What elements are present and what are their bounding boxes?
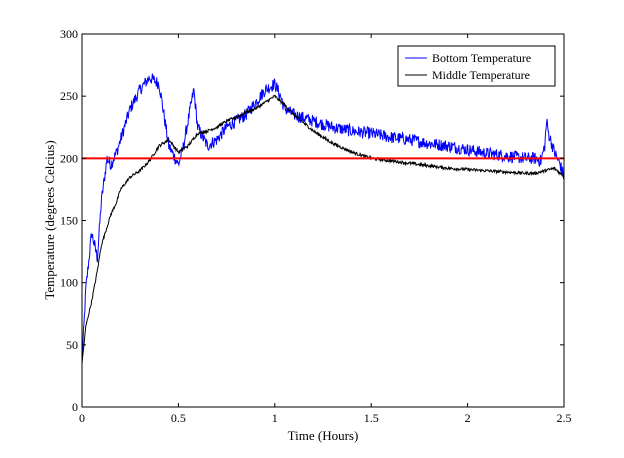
x-axis-label: Time (Hours) [288, 428, 359, 443]
legend: Bottom Temperature Middle Temperature [397, 45, 556, 87]
y-tick-label: 200 [60, 151, 78, 165]
y-tick-label: 100 [60, 276, 78, 290]
legend-label-middle: Middle Temperature [432, 68, 530, 82]
x-tick-label: 0.5 [171, 411, 186, 425]
legend-box [397, 45, 556, 87]
x-tick-label: 2 [465, 411, 471, 425]
x-tick-label: 2.5 [557, 411, 572, 425]
y-axis-label: Temperature (degrees Celcius) [42, 140, 57, 299]
y-tick-label: 0 [72, 400, 78, 414]
series-layer [82, 73, 564, 364]
y-tick-label: 150 [60, 214, 78, 228]
y-tick-label: 300 [60, 27, 78, 41]
legend-label-bottom: Bottom Temperature [432, 51, 531, 65]
x-tick-label: 0 [79, 411, 85, 425]
x-tick-label: 1 [272, 411, 278, 425]
y-tick-label: 50 [66, 338, 78, 352]
plot-background [82, 34, 564, 407]
series-line-middle-temperature [82, 94, 564, 364]
y-axis-ticks: 0 50 100 150 200 250 300 [60, 27, 564, 414]
x-axis-ticks: 0 0.5 1 1.5 2 2.5 [79, 34, 572, 425]
series-line-bottom-temperature [82, 73, 564, 362]
y-tick-label: 250 [60, 89, 78, 103]
x-tick-label: 1.5 [364, 411, 379, 425]
